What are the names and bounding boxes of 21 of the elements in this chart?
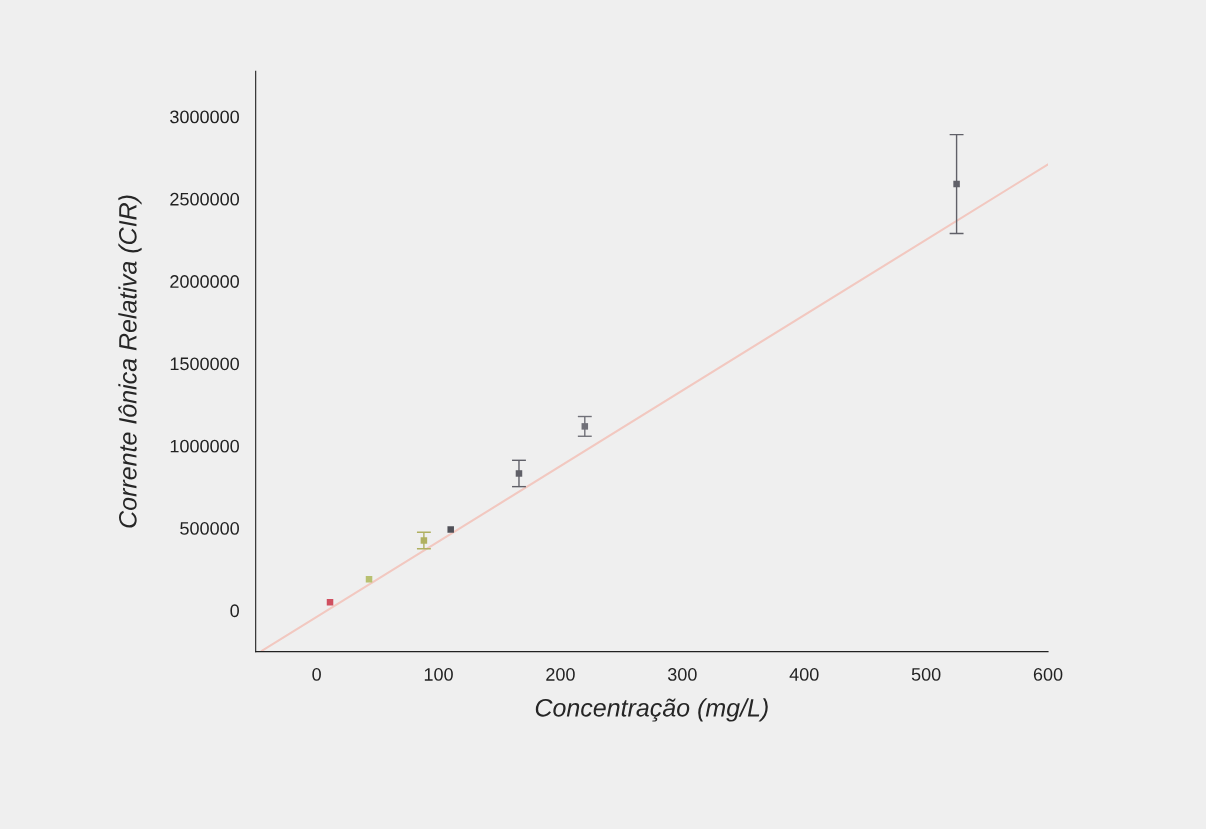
x-tick-label: 0 [312, 668, 321, 681]
x-tick-label: 300 [667, 668, 697, 681]
y-tick-label: 500000 [180, 522, 239, 535]
y-tick-label: 1500000 [170, 357, 239, 371]
y-tick-label: 2500000 [170, 192, 239, 206]
x-tick-label: 200 [546, 668, 575, 681]
x-tick-label: 600 [1033, 668, 1063, 681]
y-axis-title: Corrente Iônica Relativa (CIR) [118, 195, 142, 528]
y-tick-label: 1000000 [170, 439, 239, 453]
point [515, 470, 523, 477]
x-tick-label: 500 [911, 668, 941, 681]
y-tick-label: 2000000 [170, 275, 239, 288]
x-tick-label: 400 [789, 668, 819, 681]
point [953, 180, 960, 188]
y-tick-label: 0 [230, 604, 239, 618]
point [420, 537, 428, 544]
y-tick-label: 3000000 [170, 110, 239, 124]
x-tick-label: 100 [424, 668, 453, 681]
x-axis-title: Concentração (mg/L) [535, 698, 768, 722]
point [581, 423, 589, 430]
point [447, 526, 454, 533]
